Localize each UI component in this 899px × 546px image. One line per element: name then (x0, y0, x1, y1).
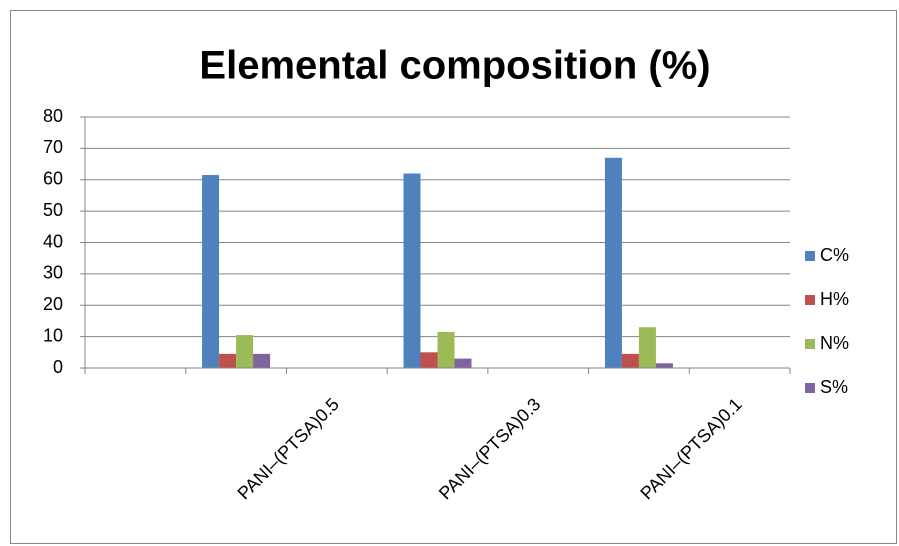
y-tick-label: 30 (43, 263, 63, 283)
bar (604, 157, 622, 368)
bar (420, 352, 438, 368)
y-tick-label: 80 (43, 106, 63, 126)
legend-swatch (805, 251, 815, 261)
bar (403, 173, 421, 368)
legend-label: N% (820, 333, 849, 353)
chart-border (10, 10, 897, 544)
legend-label: S% (820, 377, 848, 397)
chart-title: Elemental composition (%) (199, 44, 710, 88)
y-tick-label: 20 (43, 294, 63, 314)
legend-swatch (805, 339, 815, 349)
bar (236, 335, 254, 368)
y-tick-label: 60 (43, 169, 63, 189)
bar (454, 358, 472, 368)
y-tick-label: 70 (43, 137, 63, 157)
bar (253, 353, 271, 368)
legend-label: C% (820, 245, 849, 265)
bar (437, 331, 455, 368)
bar (202, 175, 220, 368)
legend-swatch (805, 295, 815, 305)
y-tick-label: 40 (43, 231, 63, 251)
bar (621, 353, 639, 368)
bar (638, 327, 656, 368)
legend-swatch (805, 383, 815, 393)
bar (219, 353, 237, 368)
y-tick-label: 50 (43, 200, 63, 220)
y-tick-label: 10 (43, 325, 63, 345)
bar (655, 363, 673, 368)
legend-label: H% (820, 289, 849, 309)
y-tick-label: 0 (53, 357, 63, 377)
